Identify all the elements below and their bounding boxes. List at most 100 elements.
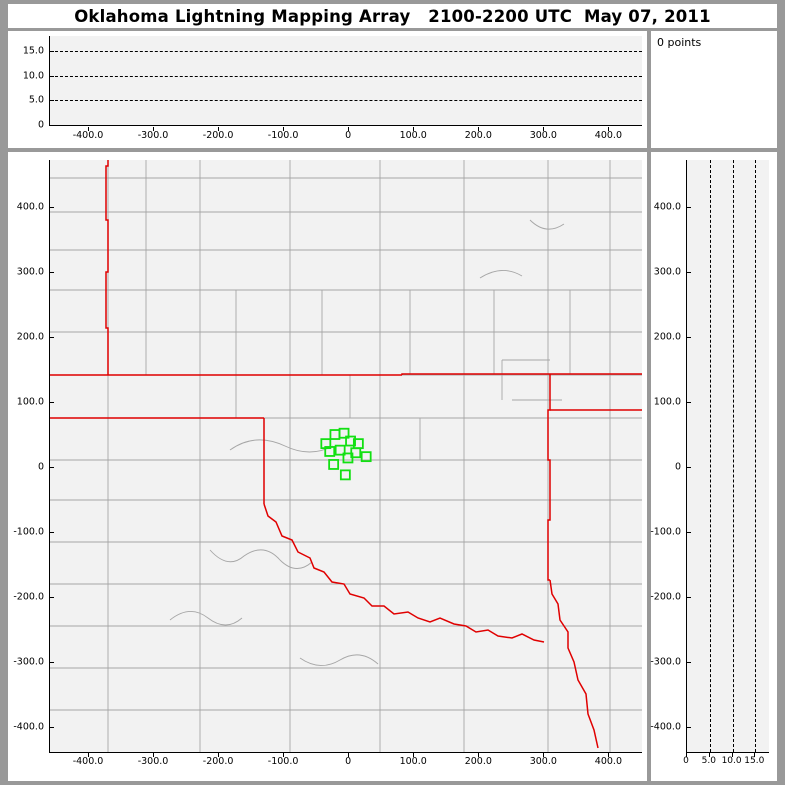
alt-xtick-0: 0: [345, 130, 352, 141]
point-count-label: 0 points: [657, 36, 702, 49]
map-xtick-mark-300: [543, 753, 545, 757]
alt-xtick-mark-0: [348, 127, 350, 131]
county-boundaries-group: [50, 160, 642, 752]
side-xtick-mark-10: [731, 753, 733, 757]
map-xtick-400: 400.0: [594, 756, 622, 767]
map-geography-layer: [50, 160, 642, 752]
altitude-vs-east-west-plot-area[interactable]: [49, 36, 642, 126]
map-x-axis-labels: -400.0 -300.0 -200.0 -100.0 0 100.0 200.…: [49, 753, 641, 773]
alt-xtick-mark--200: [218, 127, 220, 131]
side-xtick-mark-5: [708, 753, 710, 757]
alt-xtick-100: 100.0: [399, 130, 427, 141]
alt-ytick-mark-15: [49, 50, 54, 52]
map-xtick-200: 200.0: [464, 756, 492, 767]
alt-xtick--400: -400.0: [72, 130, 104, 141]
side-xtick-10: 10.0: [721, 756, 742, 766]
map-ytick-mark-300: [49, 271, 54, 273]
alt-xtick-300: 300.0: [529, 130, 557, 141]
alt-ytick-10: 10.0: [22, 70, 44, 82]
plan-view-map-plot-area[interactable]: [49, 160, 642, 753]
map-ytick--100: -100.0: [13, 526, 44, 538]
map-ytick-400: 400.0: [16, 201, 44, 213]
map-ytick--200: -200.0: [13, 591, 44, 603]
side-ytick-mark-300: [686, 271, 691, 273]
title-bar: Oklahoma Lightning Mapping Array 2100-22…: [8, 4, 777, 28]
north-south-vs-altitude-panel: 400.0 300.0 200.0 100.0 0 -100.0 -200.0 …: [650, 152, 777, 781]
lma-station-marker: [338, 427, 350, 439]
side-y-axis-labels: 400.0 300.0 200.0 100.0 0 -100.0 -200.0 …: [650, 160, 681, 752]
alt-ytick-mark-0: [49, 125, 54, 126]
map-xtick-mark-0: [348, 753, 350, 757]
map-y-axis-labels: 400.0 300.0 200.0 100.0 0 -100.0 -200.0 …: [8, 160, 44, 752]
side-source-layer: [687, 160, 769, 752]
lma-station-marker: [334, 444, 346, 456]
map-ytick-mark-0: [49, 466, 54, 468]
map-ytick--300: -300.0: [13, 656, 44, 668]
lma-station-marker: [329, 429, 341, 440]
alt-gridline-10: [50, 75, 642, 77]
north-south-vs-altitude-plot-area[interactable]: [686, 160, 769, 753]
map-xtick-mark--400: [88, 753, 89, 757]
alt-xtick-mark--100: [283, 127, 285, 131]
alt-ytick-5: 5.0: [28, 94, 44, 106]
side-ytick-mark--300: [686, 661, 691, 663]
map-xtick--200: -200.0: [202, 756, 234, 767]
altitude-source-layer: [50, 36, 642, 125]
map-ytick-mark--400: [49, 727, 54, 728]
map-ytick-0: 0: [37, 461, 44, 473]
map-xtick-mark-400: [608, 753, 610, 757]
map-xtick--400: -400.0: [72, 756, 104, 767]
map-ytick-mark--200: [49, 596, 54, 598]
side-xtick-0: 0: [683, 756, 689, 766]
alt-ytick-15: 15.0: [22, 45, 44, 57]
map-ytick-mark--100: [49, 531, 54, 533]
point-count-panel: 0 points: [651, 31, 777, 148]
map-xtick-mark-100: [413, 753, 415, 757]
lma-station-markers-group: [320, 427, 372, 481]
map-xtick--300: -300.0: [137, 756, 169, 767]
alt-xtick-400: 400.0: [594, 130, 622, 141]
side-ytick-mark-100: [686, 401, 691, 403]
altitude-vs-east-west-panel: 0 5.0 10.0 15.0 -400.0 -300.0 -200.0 -10…: [8, 31, 647, 148]
page-title: Oklahoma Lightning Mapping Array 2100-22…: [74, 6, 711, 26]
alt-xtick-mark-300: [543, 127, 545, 131]
map-ytick--400: -400.0: [13, 721, 44, 733]
map-xtick-mark--200: [218, 753, 220, 757]
alt-xtick-mark-200: [478, 127, 480, 131]
side-xtick-15: 15.0: [744, 756, 765, 766]
lma-station-marker: [328, 459, 340, 470]
alt-xtick--300: -300.0: [137, 130, 169, 141]
map-ytick-mark-200: [49, 336, 54, 338]
alt-ytick-0: 0: [37, 119, 44, 131]
map-xtick-0: 0: [345, 756, 352, 767]
map-ytick-mark--300: [49, 661, 54, 663]
side-gridline-15: [755, 160, 757, 752]
lma-station-marker: [339, 469, 351, 481]
side-xtick-mark-0: [686, 753, 687, 757]
map-xtick--100: -100.0: [267, 756, 299, 767]
side-ytick--100: -100.0: [650, 526, 681, 538]
side-ytick--400: -400.0: [650, 721, 681, 733]
alt-xtick-mark--400: [88, 127, 89, 131]
side-ytick-mark--100: [686, 531, 691, 533]
alt-xtick--200: -200.0: [202, 130, 234, 141]
map-ytick-200: 200.0: [16, 331, 44, 343]
alt-xtick-mark-400: [608, 127, 610, 131]
lma-station-marker: [324, 446, 336, 457]
map-ytick-100: 100.0: [16, 396, 44, 408]
side-ytick-mark--200: [686, 596, 691, 598]
side-xtick-mark-15: [754, 753, 756, 757]
lma-station-marker: [360, 451, 372, 463]
lma-station-marker: [345, 435, 356, 447]
plan-view-map-panel: 400.0 300.0 200.0 100.0 0 -100.0 -200.0 …: [8, 152, 647, 781]
side-gridline-10: [732, 160, 734, 752]
side-ytick-0: 0: [674, 461, 681, 473]
map-ytick-mark-400: [49, 206, 54, 208]
map-xtick-mark--100: [283, 753, 285, 757]
map-xtick-mark-200: [478, 753, 480, 757]
altitude-x-axis-labels: -400.0 -300.0 -200.0 -100.0 0 100.0 200.…: [49, 127, 641, 145]
side-ytick-100: 100.0: [653, 396, 681, 408]
alt-xtick-mark--300: [153, 127, 154, 131]
alt-xtick--100: -100.0: [267, 130, 299, 141]
